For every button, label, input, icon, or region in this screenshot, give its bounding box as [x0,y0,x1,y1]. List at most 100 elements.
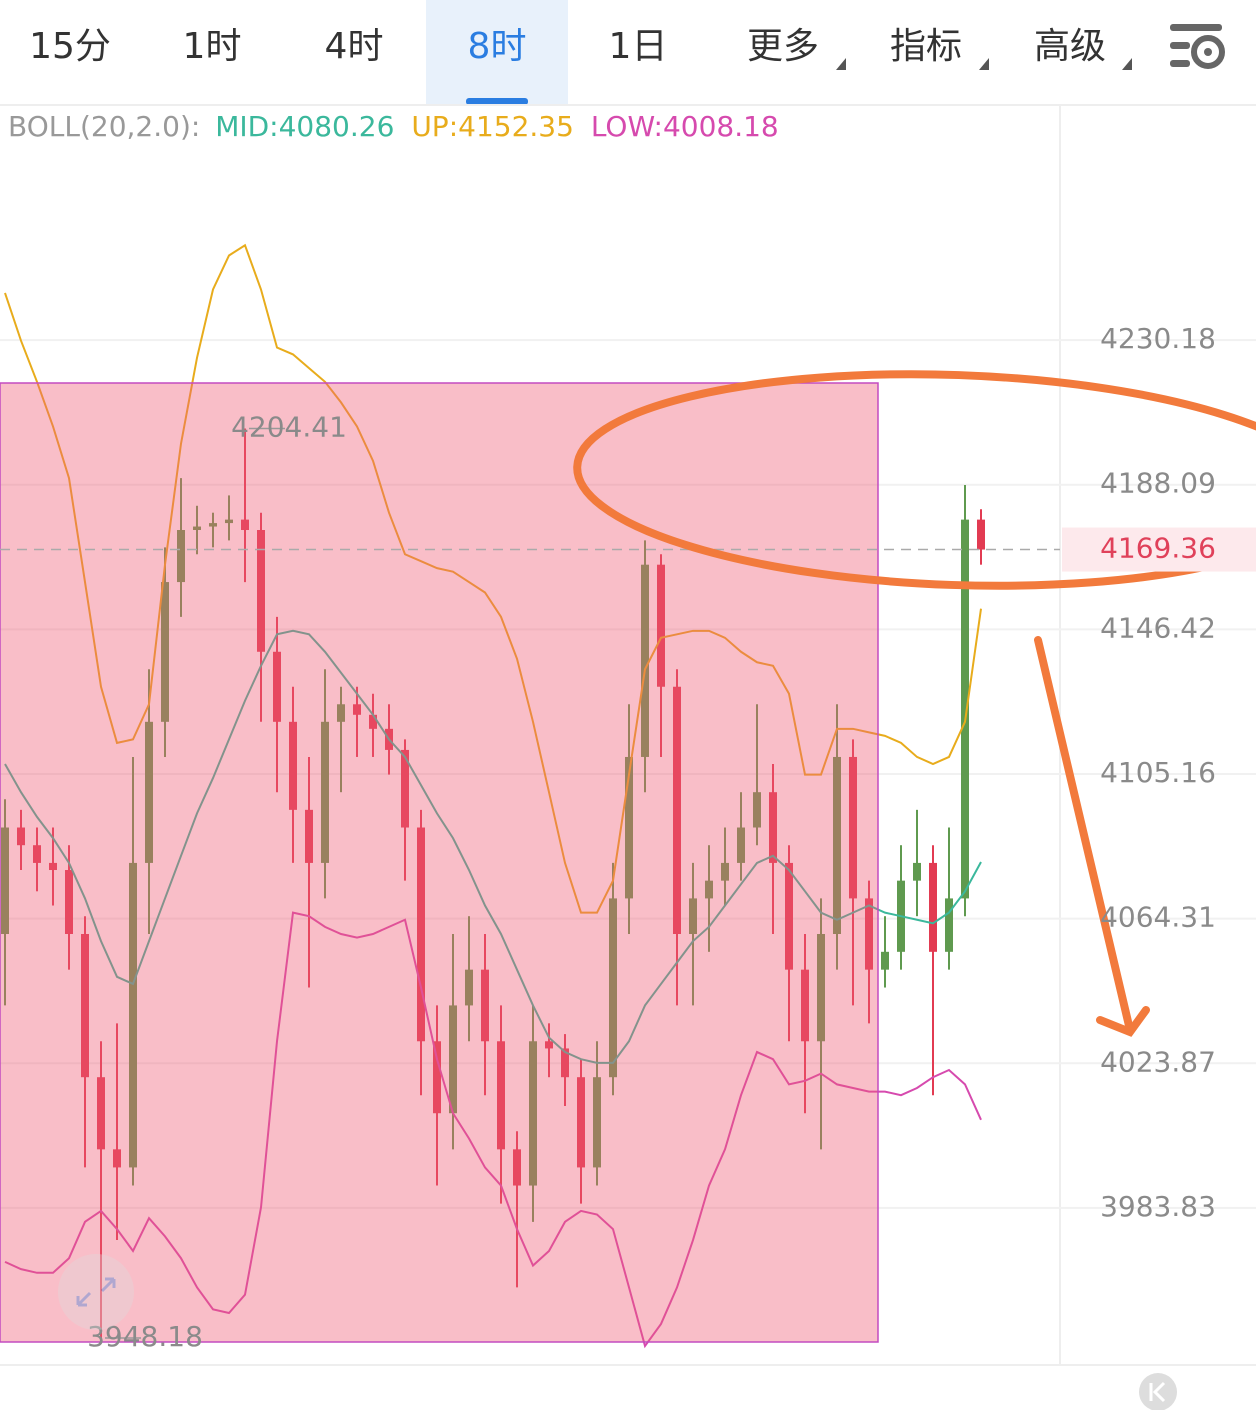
candle-body [225,519,233,524]
candle-body [673,686,681,934]
candle-body [449,1005,457,1114]
candle-body [353,704,361,715]
candle-body [321,721,329,863]
candle-body [161,582,169,722]
bollinger-lines [4,243,982,1349]
active-tab-underline [466,98,528,105]
y-tick-label: 4064.31 [1100,901,1216,934]
candle-body [17,827,25,846]
candle-body [209,523,217,527]
candle-body [513,1149,521,1186]
candle-body [721,862,729,881]
toolbar: 15分 1时 4时 8时 1日 更多 指标 高级 [0,0,1256,106]
candle-body [129,862,137,1168]
tab[interactable]: 更多 [747,26,819,67]
dropdown-caret [1122,58,1132,70]
indicator-legend: BOLL(20,2.0): MID:4080.26 UP:4152.35 LOW… [8,110,779,143]
indicator-name: BOLL(20,2.0): [8,110,200,143]
candle-body [737,827,745,863]
candle-body [97,1077,105,1150]
settings-icon[interactable] [1170,24,1225,69]
candle-body [961,519,969,899]
candle-body [273,651,281,722]
candle-body [193,526,201,531]
tab[interactable]: 1日 [609,26,668,67]
legend-entry: MID:4080.26 [215,110,394,143]
legend-entry: UP:4152.35 [411,110,574,143]
dropdown-caret [836,58,846,70]
active-tab-bg [426,0,568,105]
candle-body [913,862,921,881]
candle-body [289,721,297,810]
band-line [4,243,982,914]
annotations: 4204.41 3948.18 [0,410,1060,1353]
candle-body [865,898,873,970]
tab[interactable]: 指标 [890,26,962,67]
y-tick-label: 4146.42 [1100,611,1216,644]
candle-body [817,933,825,1042]
candle-body [833,756,841,934]
extreme-label: 3948.18 [87,1320,203,1353]
y-tick-label: 4188.09 [1100,467,1216,500]
candle-body [881,951,889,970]
candle-body [369,714,377,729]
y-tick-label: 4105.16 [1100,756,1216,789]
tab[interactable]: 15分 [29,26,111,67]
candle-body [65,870,73,934]
candle-body [433,1041,441,1114]
candle-body [481,969,489,1042]
candle-body [81,933,89,1078]
band-line [4,911,982,1349]
candle-body [529,1041,537,1186]
candle-body [177,530,185,583]
candle-body [337,704,345,722]
candle-body [609,898,617,1078]
candle-body [305,809,313,863]
candle-body [977,519,985,550]
tab[interactable]: 4时 [325,26,384,67]
legend-entry: LOW:4008.18 [591,110,779,143]
scroll-latest-button[interactable] [1139,1373,1177,1410]
drawn-arrow [1034,636,1150,1037]
candle-body [33,845,41,863]
y-tick-label: 4230.18 [1100,322,1216,355]
candle-body [753,792,761,828]
y-tick-label: 3983.83 [1100,1190,1216,1223]
last-price-box [1062,527,1256,572]
candle-body [497,1041,505,1150]
candle-body [801,969,809,1042]
tab[interactable]: 8时 [468,26,527,67]
candle-body [465,969,473,1006]
candle-body [1,827,9,934]
tab[interactable]: 1时 [183,26,242,67]
candle-body [785,862,793,970]
candle-body [545,1041,553,1049]
candle-body [49,862,57,871]
candles [1,428,985,1338]
candle-body [417,827,425,1042]
grid [0,339,1256,1209]
candle-body [769,792,777,863]
candle-body [241,519,249,531]
candle-body [577,1077,585,1168]
candle-body [929,862,937,952]
candle-body [625,756,633,899]
highlight-box [0,382,879,1343]
candle-body [705,880,713,899]
tab[interactable]: 高级 [1034,26,1106,67]
candle-body [113,1149,121,1168]
drawn-ellipse [573,370,1256,590]
candle-body [641,564,649,757]
candle-body [401,749,409,828]
candle-body [945,898,953,952]
candle-body [657,564,665,687]
last-price-label: 4169.36 [1100,532,1216,565]
candle-body [561,1048,569,1078]
y-tick-label: 4023.87 [1100,1045,1216,1078]
band-line [4,629,982,1064]
candle-body [257,530,265,652]
expand-icon[interactable] [58,1254,134,1330]
candle-body [145,721,153,863]
